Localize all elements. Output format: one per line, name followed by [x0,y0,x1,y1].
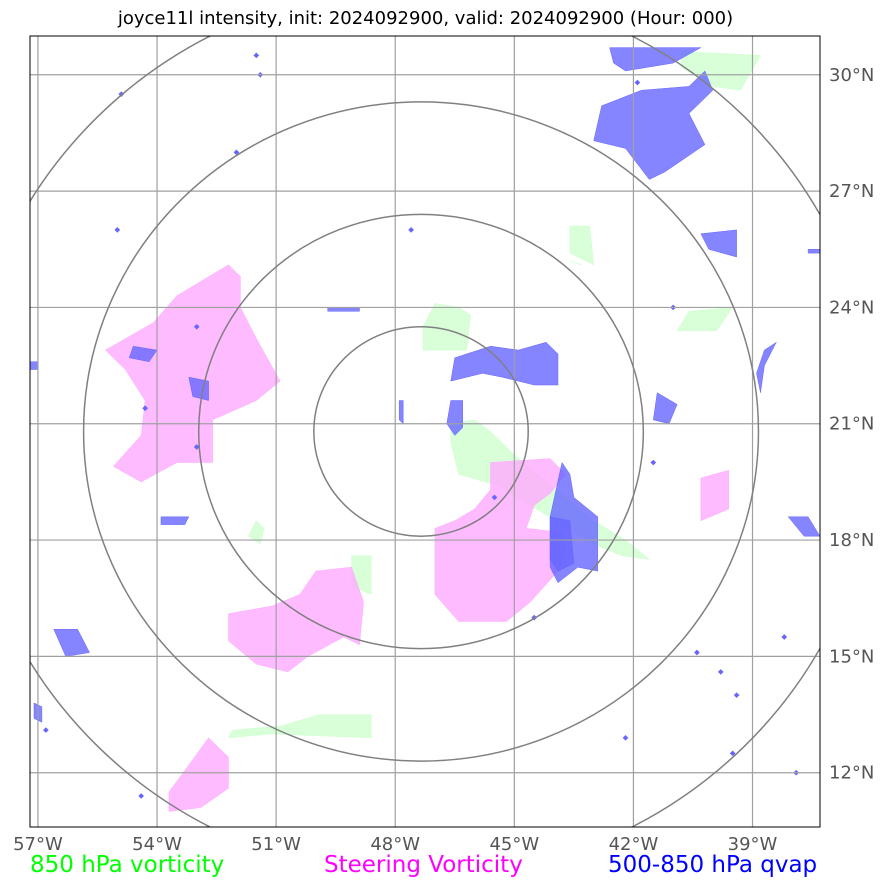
qvap-point [408,227,414,233]
vorticity-850-region [676,307,734,331]
vorticity-850-region [228,714,372,739]
vorticity-850-region [247,520,265,545]
qvap-point [634,79,641,86]
qvap-region [593,70,714,180]
qvap-point [491,494,498,501]
legend-vorticity-850: 850 hPa vorticity [30,852,225,878]
qvap-point [729,750,736,757]
qvap-point [717,669,724,675]
lon-tick-label: 42°W [609,834,659,855]
lat-tick-label: 15°N [829,646,874,667]
lon-tick-label: 48°W [370,834,420,855]
qvap-region [756,341,777,393]
qvap-region [787,516,820,537]
range-ring [313,326,529,537]
steering-vorticity-region [168,737,229,812]
qvap-point [138,793,144,799]
map-frame [29,35,821,828]
steering-vorticity-region [700,469,729,522]
qvap-region [160,516,190,525]
qvap-point [733,692,740,698]
range-rings [30,36,820,827]
qvap-point [781,634,788,640]
qvap-point [114,227,121,233]
range-ring [197,213,645,650]
lat-tick-label: 24°N [829,297,874,318]
qvap-point [142,405,148,412]
vorticity-850-region [569,260,582,266]
lon-tick-label: 57°W [13,834,63,855]
lat-tick-label: 21°N [829,414,874,435]
qvap-region [700,229,737,258]
qvap-point [43,727,49,733]
map-title: joyce11l intensity, init: 2024092900, va… [117,8,734,29]
qvap-region [30,361,39,370]
qvap-region [128,345,158,362]
qvap-point [694,649,700,656]
lat-tick-label: 27°N [829,181,874,202]
gridlines [30,36,820,827]
steering-vorticity-region [104,264,281,483]
vorticity-850-region [422,303,471,351]
qvap-point [193,323,200,330]
lat-tick-label: 12°N [829,763,874,784]
legend-steering-vorticity: Steering Vorticity [324,852,523,878]
steering-vorticity-region [228,566,364,673]
lon-tick-label: 54°W [132,834,182,855]
lon-tick-label: 45°W [489,834,539,855]
lat-tick-label: 30°N [829,65,874,86]
qvap-point [650,459,657,466]
lat-tick-label: 18°N [829,530,874,551]
vorticity-850-region [569,225,594,266]
qvap-point [193,444,200,450]
qvap-region [53,629,90,657]
vorticity-850-layer [228,51,761,739]
lon-tick-label: 51°W [251,834,301,855]
qvap-region [549,516,575,572]
qvap-point [622,734,629,741]
qvap-region [446,400,463,436]
qvap-region [807,249,820,254]
qvap-region [398,400,404,425]
lon-tick-label: 39°W [728,834,778,855]
range-ring [82,101,760,762]
qvap-region [609,47,702,72]
legend-qvap: 500-850 hPa qvap [608,852,818,878]
qvap-region [450,342,559,386]
qvap-layer [30,47,820,799]
tick-labels: 57°W 54°W 51°W 48°W 45°W 42°W 39°W 30°N 27°N 24°N… [13,65,874,855]
